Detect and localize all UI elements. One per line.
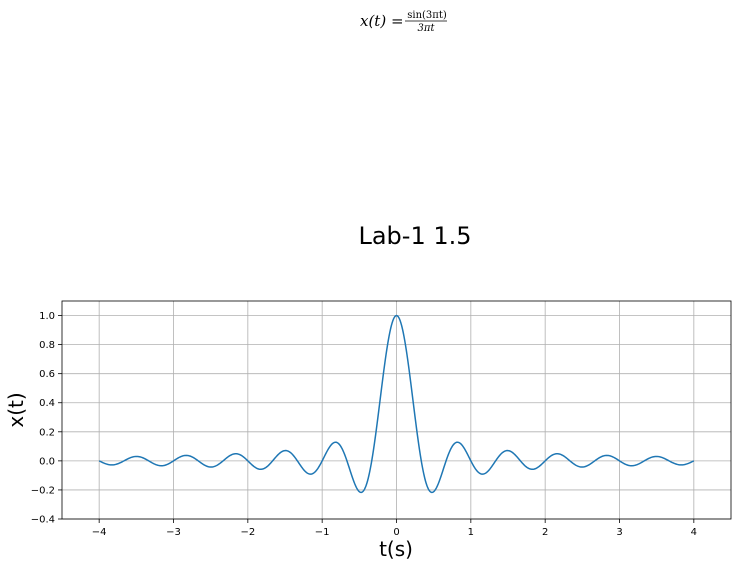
y-ticks: −0.4 −0.2 0.0 0.2 0.4 0.6 0.8 1.0: [31, 311, 62, 526]
y-tick-label: 0.2: [39, 427, 55, 438]
y-tick-label: 0.6: [39, 369, 55, 380]
y-axis-label: x(t): [4, 392, 28, 427]
x-tick-label: −1: [315, 527, 330, 538]
formula-denominator: 3πt: [418, 23, 436, 34]
y-tick-label: 0.8: [39, 340, 55, 351]
y-tick-label: 0.0: [39, 456, 55, 467]
x-tick-label: 1: [468, 527, 474, 538]
x-tick-label: −2: [240, 527, 255, 538]
x-tick-label: 0: [393, 527, 399, 538]
x-axis-label: t(s): [379, 537, 413, 561]
formula-numerator: sin(3πt): [407, 10, 447, 21]
series-lines: [98, 314, 695, 494]
chart-title: Lab-1 1.5: [358, 222, 471, 250]
series-line: [98, 314, 695, 494]
y-tick-label: −0.4: [31, 515, 55, 526]
x-tick-label: 2: [542, 527, 548, 538]
x-tick-label: 3: [616, 527, 622, 538]
y-tick-label: −0.2: [31, 485, 55, 496]
x-tick-label: −3: [166, 527, 181, 538]
x-tick-label: −4: [92, 527, 107, 538]
formula-lhs: x(t) =: [360, 12, 404, 30]
x-ticks: −4 −3 −2 −1 0 1 2 3 4: [92, 519, 697, 538]
grid-lines: [62, 301, 731, 520]
x-tick-label: 4: [691, 527, 697, 538]
formula: x(t) = sin(3πt) 3πt: [360, 10, 447, 34]
y-tick-label: 1.0: [39, 311, 55, 322]
y-tick-label: 0.4: [39, 398, 55, 409]
